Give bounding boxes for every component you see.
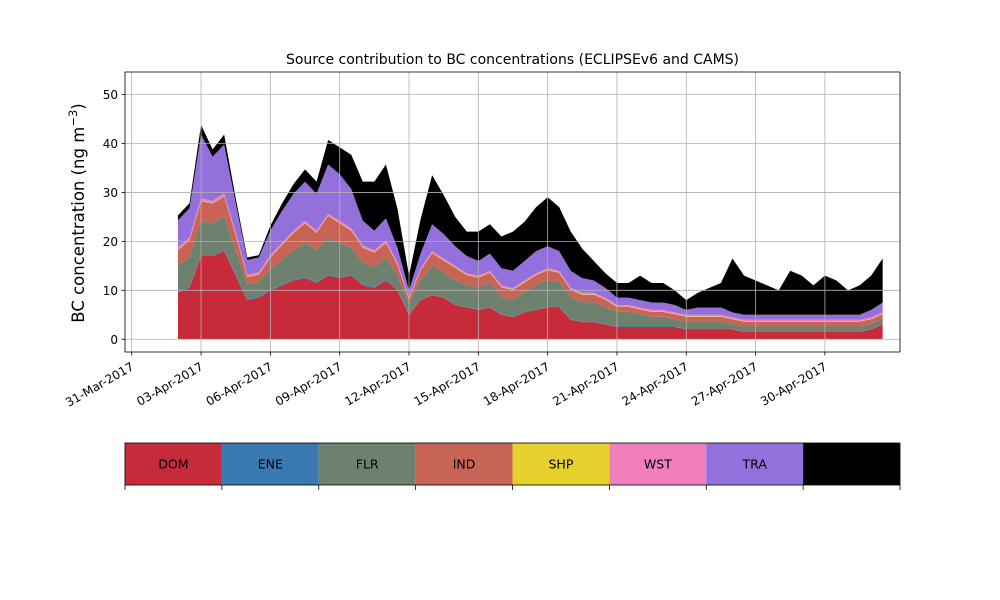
area-series-bb (177, 124, 883, 315)
legend-swatch-wst (609, 443, 707, 485)
x-tick-label: 21-Apr-2017 (550, 359, 621, 408)
area-series-dom (177, 251, 883, 340)
x-tick-label: 15-Apr-2017 (412, 359, 483, 408)
y-tick-label: 20 (103, 235, 118, 249)
x-tick-label: 30-Apr-2017 (758, 359, 829, 408)
x-tick-label: 12-Apr-2017 (342, 359, 413, 408)
y-axis-label: BC concentration (ng m−3) (66, 103, 88, 322)
area-series-flr (177, 215, 883, 332)
legend-swatch-ene (221, 443, 319, 485)
legend-label-shp: SHP (549, 457, 574, 472)
legend-label-dom: DOM (158, 457, 188, 472)
legend-swatch-bb (803, 443, 900, 485)
x-tick-label: 06-Apr-2017 (204, 359, 275, 408)
x-tick-label: 09-Apr-2017 (273, 359, 344, 408)
y-tick-label: 50 (103, 88, 118, 102)
legend-label-wst: WST (644, 457, 672, 472)
y-tick-label: 0 (110, 333, 118, 347)
legend-swatch-dom (125, 443, 222, 485)
x-tick-label: 31-Mar-2017 (63, 359, 136, 409)
y-tick-label: 30 (103, 186, 118, 200)
legend-label-flr: FLR (356, 457, 379, 472)
legend-label-ene: ENE (258, 457, 283, 472)
legend-swatch-shp (512, 443, 610, 485)
plot-area: 0 10 20 30 40 50 31-Mar-201703-Apr-201706-Apr-… (63, 71, 901, 410)
axes-frame (124, 71, 901, 353)
legend: DOM ENE FLR IND SHP WST TRA BB (124, 442, 901, 490)
x-tick-label: 18-Apr-2017 (481, 359, 552, 408)
x-tick-label: 24-Apr-2017 (620, 359, 691, 408)
legend-label-ind: IND (453, 457, 476, 472)
x-tick-label: 03-Apr-2017 (134, 359, 205, 408)
chart-title: Source contribution to BC concentrations… (286, 52, 739, 68)
area-series-group (177, 124, 883, 340)
legend-swatch-flr (318, 443, 416, 485)
y-tick-label: 10 (103, 284, 118, 298)
grid-lines (125, 72, 900, 352)
legend-swatch-tra (706, 443, 804, 485)
legend-label-bb: BB (843, 457, 860, 472)
legend-label-tra: TRA (742, 457, 768, 472)
legend-swatch-ind (415, 443, 513, 485)
x-tick-label: 27-Apr-2017 (689, 359, 760, 408)
y-tick-label: 40 (103, 137, 118, 151)
